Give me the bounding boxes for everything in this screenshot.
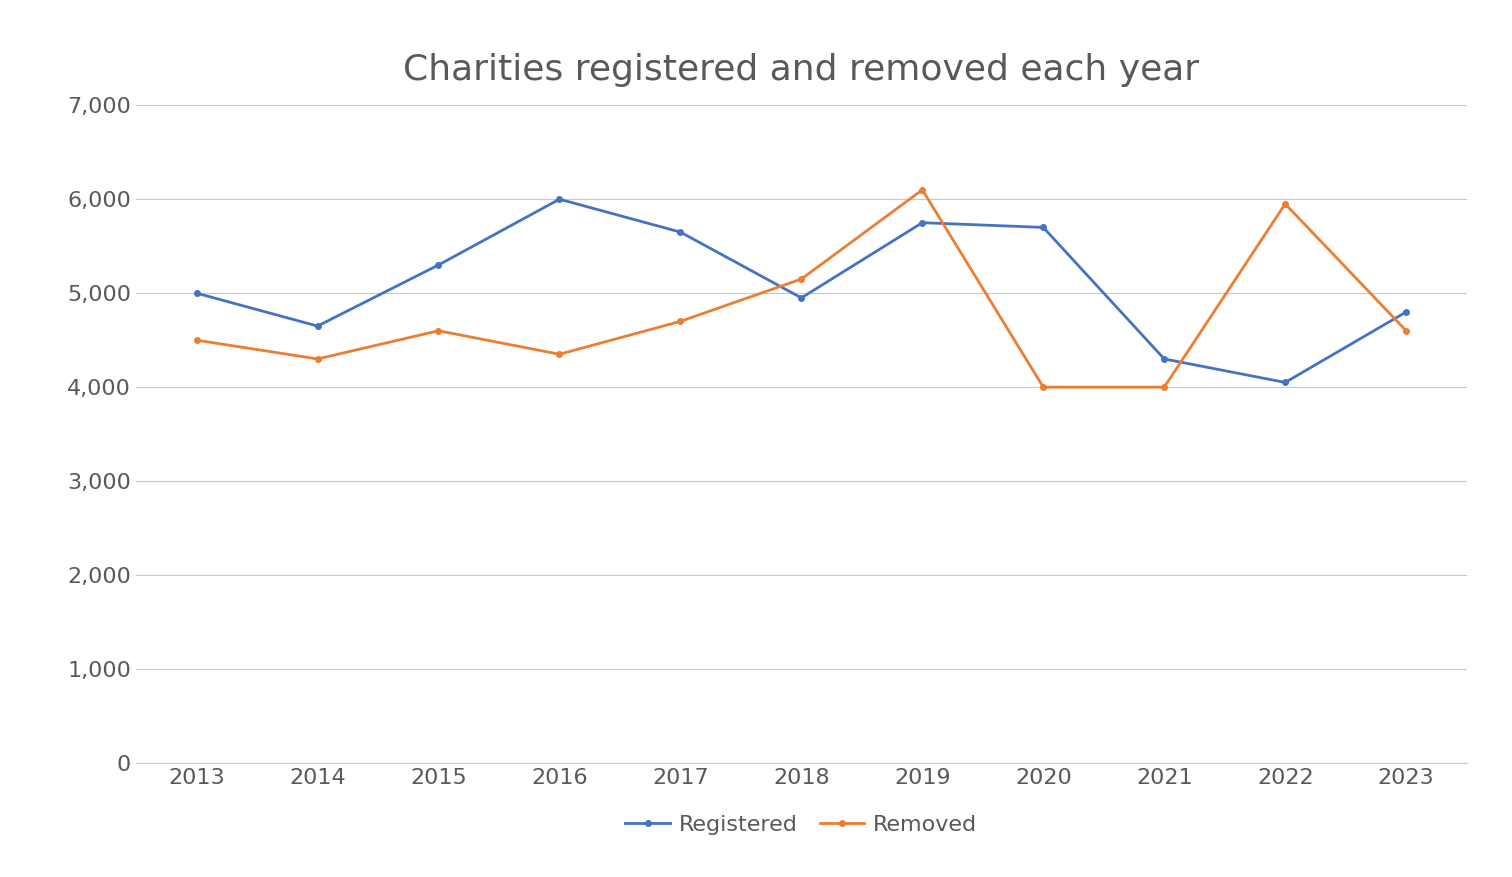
Removed (1034, 381, 1052, 392)
Title: Charities registered and removed each year: Charities registered and removed each ye… (404, 53, 1199, 87)
Registered (429, 260, 448, 270)
Registered (308, 321, 327, 332)
Line: Registered: Registered (194, 196, 1409, 385)
Registered (1397, 307, 1415, 317)
Registered (187, 288, 206, 298)
Line: Removed: Removed (194, 187, 1409, 390)
Removed (187, 335, 206, 346)
Removed (913, 184, 931, 195)
Registered (913, 217, 931, 228)
Removed (308, 353, 327, 364)
Registered (1155, 353, 1173, 364)
Registered (1276, 377, 1294, 388)
Registered (1034, 222, 1052, 232)
Registered (671, 227, 689, 238)
Legend: Registered, Removed: Registered, Removed (617, 806, 986, 844)
Removed (1276, 198, 1294, 209)
Removed (1397, 325, 1415, 336)
Removed (671, 316, 689, 326)
Removed (550, 349, 569, 360)
Registered (550, 194, 569, 204)
Registered (792, 293, 810, 303)
Removed (792, 274, 810, 284)
Removed (429, 325, 448, 336)
Removed (1155, 381, 1173, 392)
